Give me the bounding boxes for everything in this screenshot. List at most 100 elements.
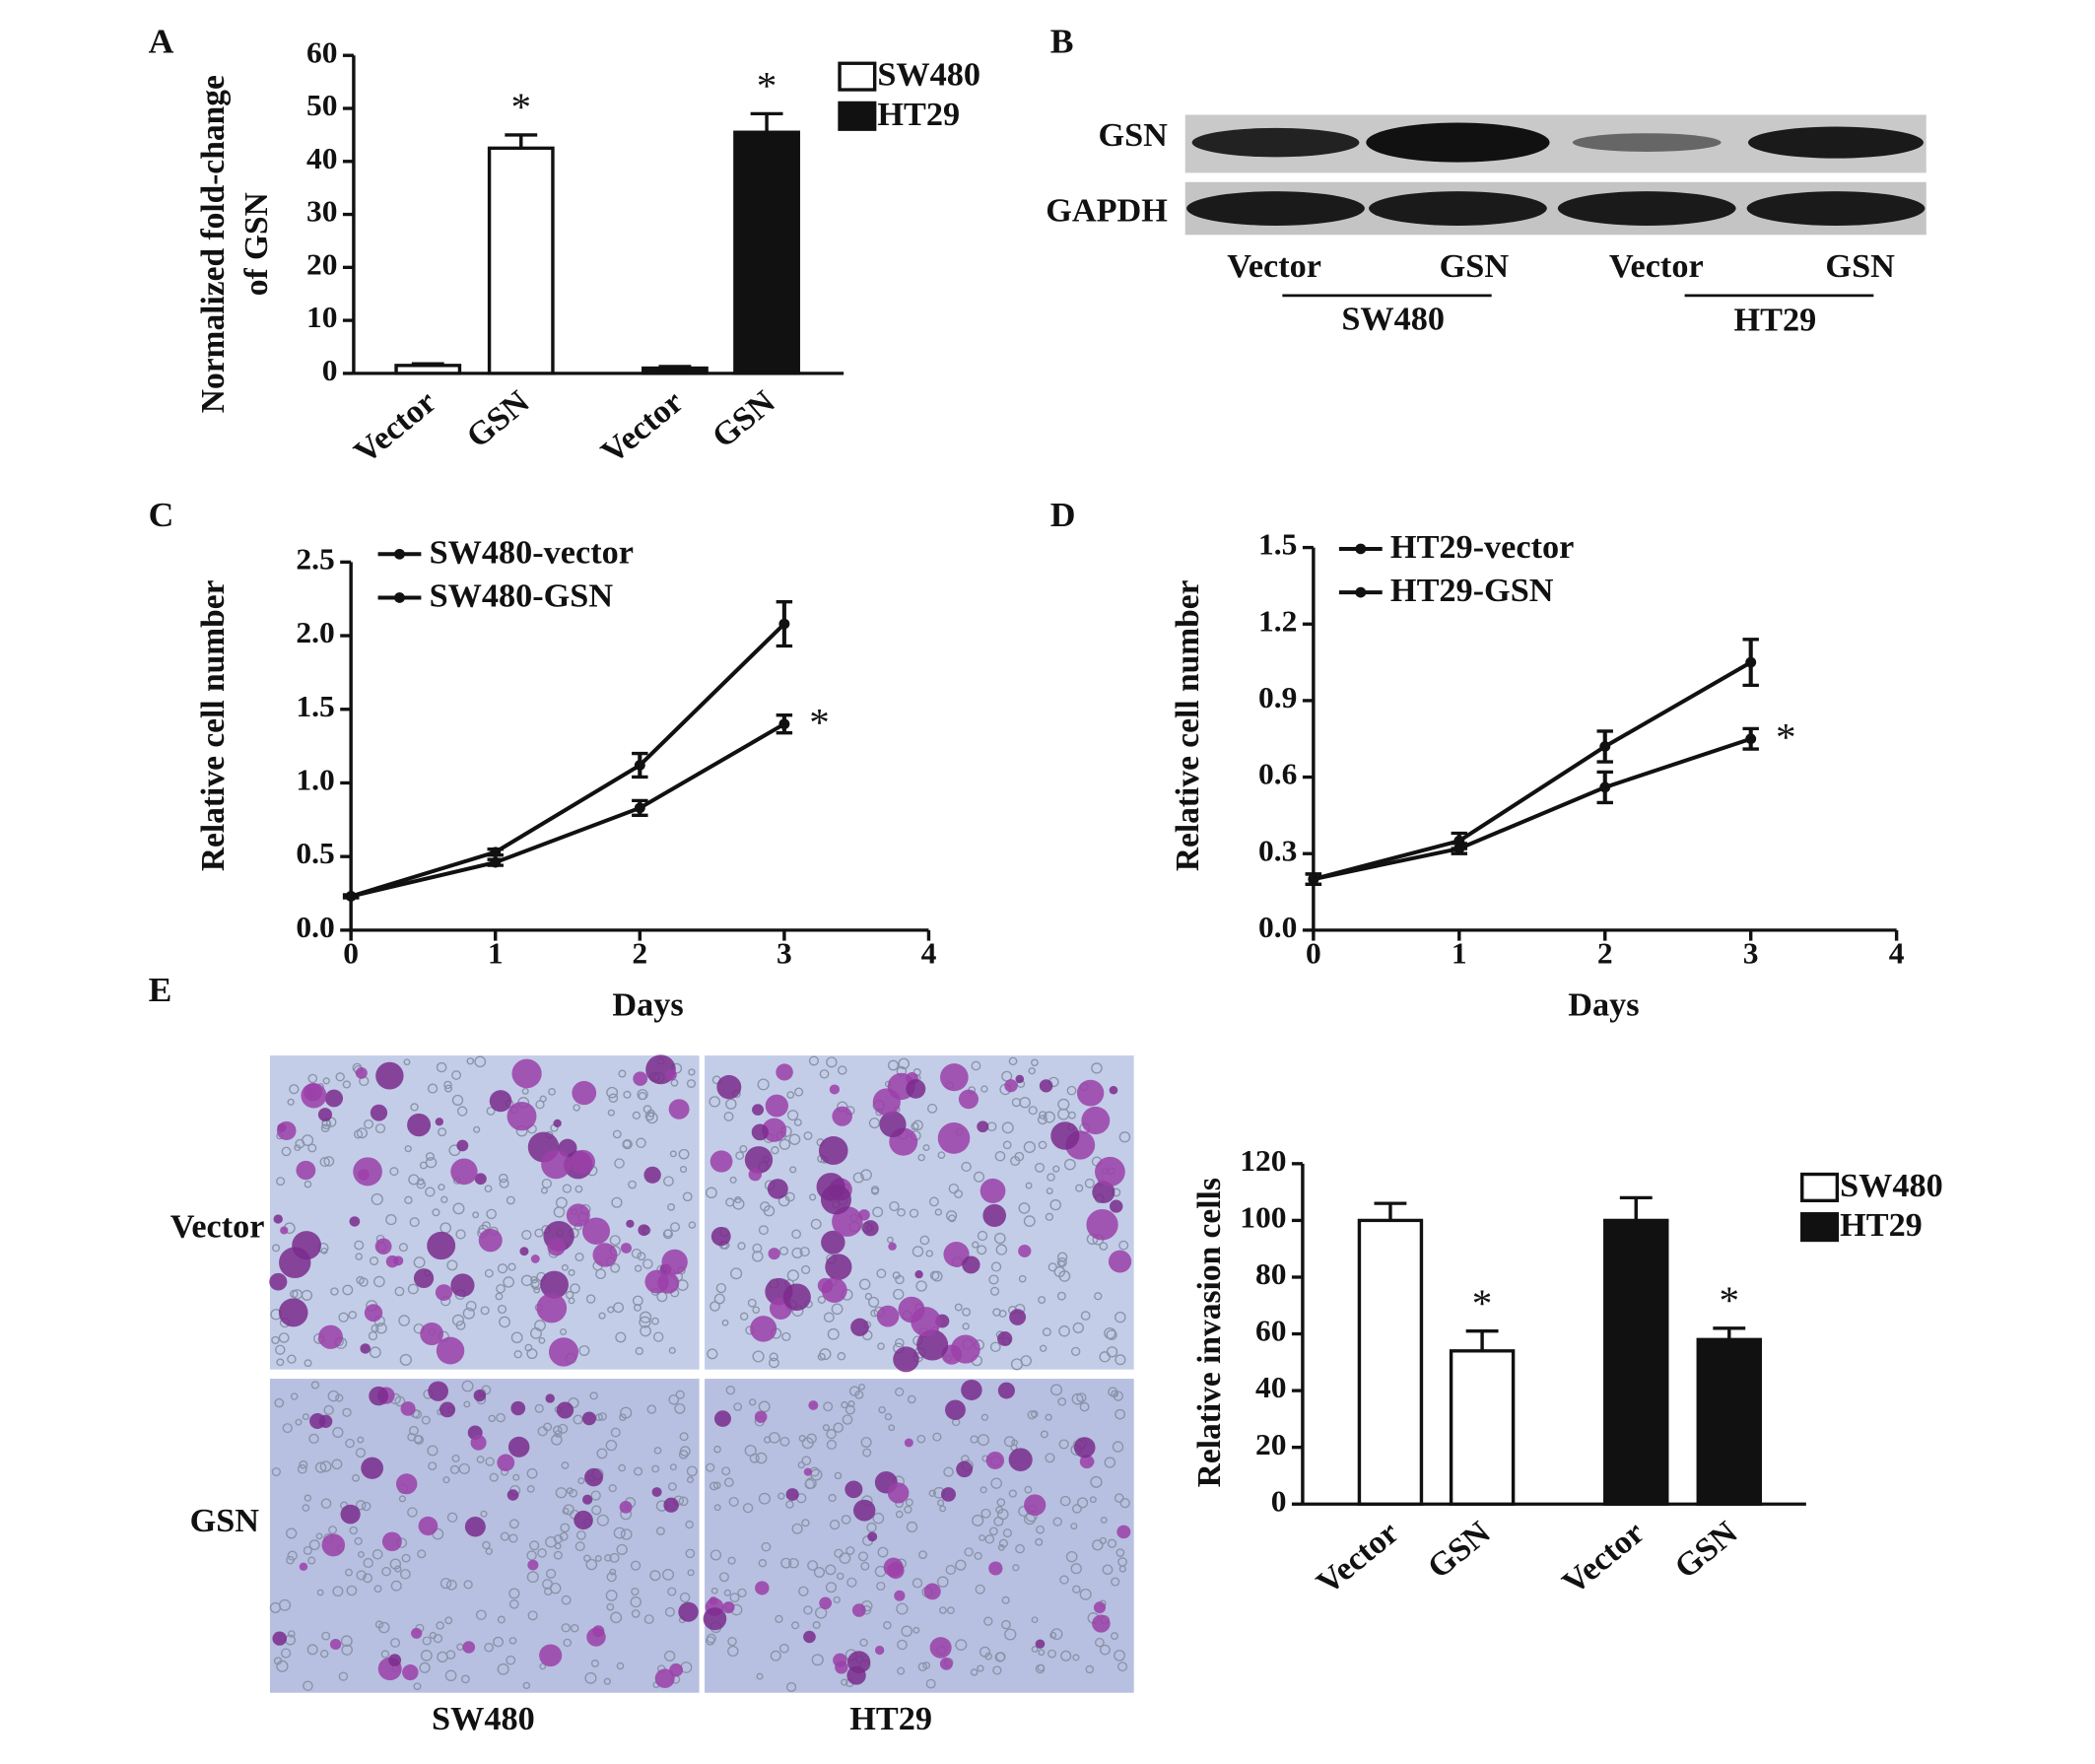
cell: [559, 1531, 569, 1541]
cell: [466, 1057, 475, 1065]
cell: [669, 1150, 677, 1158]
cell: [1023, 1141, 1036, 1153]
cell: [1043, 1111, 1055, 1123]
cell: [752, 1251, 764, 1262]
cell: [613, 1302, 625, 1314]
x-tick-label: 4: [921, 936, 937, 971]
stained-cell: [850, 1318, 869, 1336]
cell: [1072, 1322, 1084, 1333]
stained-cell: [450, 1158, 478, 1186]
cell: [962, 1307, 972, 1317]
stained-cell: [980, 1178, 1006, 1203]
cell: [797, 1460, 805, 1469]
cell: [553, 1206, 566, 1218]
cell: [1094, 1637, 1105, 1648]
cell: [427, 1445, 439, 1457]
series-line: [350, 721, 785, 899]
stained-cell: [304, 1083, 322, 1102]
cell: [632, 1295, 643, 1307]
stained-cell: [553, 1119, 562, 1127]
cell: [912, 1626, 920, 1634]
cell: [357, 1436, 365, 1444]
cell: [980, 1508, 991, 1519]
y-tick-label: 0: [1271, 1484, 1287, 1519]
cell: [623, 1090, 632, 1099]
cell: [988, 1274, 999, 1285]
cell: [788, 1133, 801, 1145]
cell: [534, 1403, 544, 1413]
cell: [1008, 1489, 1017, 1498]
legend-label: SW480: [1840, 1168, 1943, 1204]
cell: [420, 1650, 433, 1662]
cell: [886, 1236, 894, 1244]
stained-cell: [407, 1113, 432, 1137]
cell: [1011, 1097, 1022, 1108]
cell: [1104, 1326, 1116, 1339]
stained-cell: [402, 1663, 419, 1681]
cell: [275, 1344, 286, 1355]
cell: [1001, 1595, 1010, 1604]
cell: [906, 1521, 918, 1533]
cell: [971, 1060, 981, 1071]
stained-cell: [894, 1590, 906, 1601]
cell: [912, 1578, 923, 1589]
cell: [522, 1681, 531, 1690]
cell: [484, 1643, 494, 1653]
cell: [473, 1125, 481, 1133]
cell: [446, 1259, 458, 1271]
cell: [472, 1211, 480, 1219]
cell: [553, 1425, 563, 1435]
cell: [325, 1117, 337, 1127]
cell: [508, 1637, 517, 1645]
cell: [842, 1414, 853, 1425]
blot-row-label: GAPDH: [1046, 193, 1168, 230]
cell: [560, 1523, 571, 1533]
cell: [304, 1359, 312, 1368]
cell: [962, 1323, 970, 1330]
cell: [727, 1636, 737, 1647]
cell: [497, 1662, 509, 1675]
y-tick-label: 0.6: [1258, 757, 1297, 791]
cell: [303, 1680, 313, 1691]
cell: [948, 1214, 957, 1223]
stained-cell: [566, 1203, 590, 1227]
cell: [1036, 1525, 1046, 1534]
cell: [778, 1643, 789, 1654]
cell: [728, 1496, 739, 1507]
stained-cell: [321, 1533, 346, 1557]
stained-cell: [556, 1401, 574, 1419]
cell: [419, 1161, 428, 1170]
cell: [404, 1145, 412, 1153]
cell: [611, 1196, 623, 1208]
cell: [723, 1589, 731, 1596]
cell: [319, 1650, 329, 1659]
cell: [721, 1466, 731, 1476]
cell: [653, 1447, 662, 1455]
y-tick-label: 0.0: [296, 910, 334, 944]
cell: [561, 1263, 569, 1271]
cell: [826, 1056, 838, 1068]
cell: [758, 1400, 771, 1413]
cell: [864, 1292, 873, 1301]
cell: [1115, 1548, 1125, 1557]
cell: [1039, 1344, 1048, 1352]
cell: [428, 1461, 438, 1471]
cell: [620, 1528, 633, 1540]
cell: [977, 1664, 984, 1672]
cell: [604, 1554, 612, 1562]
stained-cell: [872, 1088, 901, 1116]
stained-cell: [539, 1644, 563, 1667]
y-tick-label: 100: [1240, 1200, 1286, 1235]
cell: [480, 1306, 490, 1316]
stained-cell: [436, 1336, 465, 1365]
stained-cell: [272, 1631, 288, 1646]
cell: [634, 1466, 643, 1476]
cell: [688, 1221, 697, 1229]
cell: [303, 1545, 312, 1555]
cell: [433, 1634, 443, 1644]
cell: [801, 1437, 814, 1450]
cell: [375, 1323, 387, 1334]
cell: [1010, 1156, 1021, 1167]
cell: [747, 1298, 757, 1308]
cell: [803, 1131, 813, 1140]
